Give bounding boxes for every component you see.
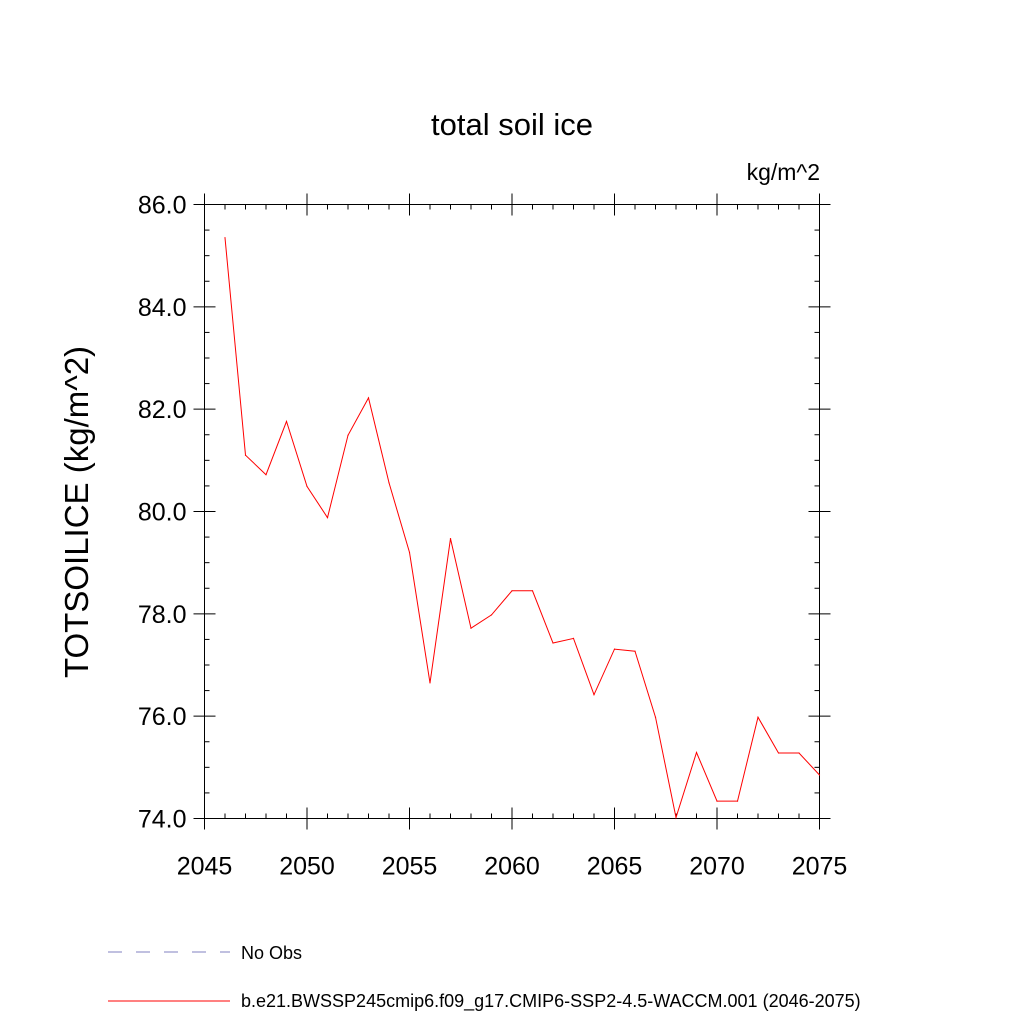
data-point xyxy=(367,397,370,399)
data-point xyxy=(757,716,759,718)
y-tick-label: 86.0 xyxy=(138,192,187,220)
legend-label-waccm: b.e21.BWSSP245cmip6.f09_g17.CMIP6-SSP2-4… xyxy=(241,991,861,1012)
y-axis-label: TOTSOILICE (kg/m^2) xyxy=(58,346,95,678)
y-tick-label: 80.0 xyxy=(138,499,187,527)
data-point xyxy=(285,420,288,423)
y-tick-label: 82.0 xyxy=(138,396,187,424)
data-point xyxy=(818,774,821,776)
y-tick-label: 84.0 xyxy=(138,294,187,322)
legend: No Obs b.e21.BWSSP245cmip6.f09_g17.CMIP6… xyxy=(108,943,861,1012)
data-point xyxy=(552,642,554,644)
data-point xyxy=(429,682,431,684)
data-point xyxy=(634,650,636,652)
data-point xyxy=(326,517,329,519)
units-label: kg/m^2 xyxy=(747,159,820,185)
data-point xyxy=(224,237,226,239)
data-point xyxy=(654,716,657,718)
y-tick-labels: 74.0 76.0 78.0 80.0 82.0 84.0 86.0 xyxy=(138,192,187,834)
data-point xyxy=(736,800,739,802)
y-tick-label: 74.0 xyxy=(138,806,187,834)
data-point xyxy=(613,648,616,650)
data-point xyxy=(470,627,472,629)
data-point xyxy=(572,637,575,639)
data-point xyxy=(490,614,493,616)
series-line xyxy=(224,237,820,820)
data-point xyxy=(449,538,452,540)
chart-title: total soil ice xyxy=(431,107,593,142)
data-point xyxy=(593,694,595,696)
legend-label-no-obs: No Obs xyxy=(241,943,302,963)
data-point xyxy=(675,816,677,819)
x-tick-label: 2070 xyxy=(689,853,745,881)
data-point xyxy=(777,752,780,754)
x-tick-labels: 2045 2050 2055 2060 2065 2070 2075 xyxy=(177,853,848,881)
data-point xyxy=(531,590,534,592)
x-tick-label: 2050 xyxy=(279,853,335,881)
x-tick-label: 2045 xyxy=(177,853,233,881)
data-point xyxy=(306,485,308,488)
y-tick-label: 76.0 xyxy=(138,703,187,731)
x-tick-label: 2060 xyxy=(484,853,540,881)
x-tick-label: 2065 xyxy=(587,853,643,881)
x-tick-label: 2055 xyxy=(382,853,438,881)
x-tick-label: 2075 xyxy=(792,853,848,881)
data-point xyxy=(388,482,390,484)
data-point xyxy=(511,590,513,592)
data-point xyxy=(695,751,698,754)
data-point xyxy=(716,800,718,802)
axis-ticks xyxy=(193,193,831,830)
data-point xyxy=(408,551,411,554)
data-point xyxy=(798,752,800,754)
y-tick-label: 78.0 xyxy=(138,601,187,629)
data-point xyxy=(244,454,247,456)
series-layer xyxy=(224,237,821,820)
plot-frame xyxy=(204,204,820,819)
data-point xyxy=(265,474,267,476)
data-point xyxy=(347,434,349,436)
